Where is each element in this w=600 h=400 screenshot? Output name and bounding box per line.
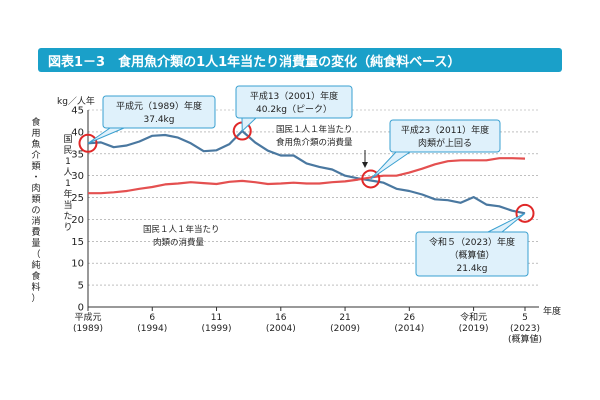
y-axis-title-char: 食 bbox=[31, 270, 40, 282]
callout-layer: 平成元（1989）年度 37.4kg 平成13（2001）年度 40.2kg（ピーク）… bbox=[87, 85, 529, 277]
y-axis-title-char: 年 bbox=[63, 188, 72, 200]
y-axis-title-char: 消 bbox=[31, 215, 40, 227]
callout: 平成13（2001）年度 40.2kg（ピーク） bbox=[235, 85, 353, 133]
x-tick-label: 6 bbox=[149, 313, 155, 323]
callout-box bbox=[389, 119, 501, 153]
y-axis-title-char: ） bbox=[31, 293, 40, 304]
x-tick-label: 5 bbox=[522, 313, 528, 323]
callout-box bbox=[415, 231, 529, 277]
x-tick-sublabel: (2019) bbox=[459, 324, 489, 334]
y-tick-label: 15 bbox=[71, 237, 84, 248]
y-tick-label: 40 bbox=[71, 127, 84, 138]
y-axis-title-char: 当 bbox=[63, 199, 72, 211]
y-axis-title-char: 人 bbox=[63, 167, 72, 178]
highlight-markers bbox=[78, 121, 535, 223]
x-tick-sublabel: (2009) bbox=[330, 324, 360, 334]
y-unit-label: kg／人年 bbox=[57, 95, 95, 107]
meat-series-label-line2: 肉類の消費量 bbox=[153, 237, 205, 248]
y-tick-label: 5 bbox=[78, 281, 84, 292]
y-axis-title-char: 介 bbox=[31, 150, 40, 161]
highlight-circle bbox=[515, 203, 535, 223]
y-axis-title-char: 類 bbox=[31, 161, 40, 172]
x-tick-sublabel: (1989) bbox=[73, 324, 103, 334]
y-axis-title-char: 類 bbox=[31, 194, 40, 205]
y-axis-title-char: 魚 bbox=[31, 138, 40, 150]
y-axis-title-char: た bbox=[63, 211, 72, 222]
series-layer bbox=[87, 129, 526, 215]
axis-layer: kg／人年 年度 051015202530354045平成元(1989)6(19… bbox=[57, 95, 561, 345]
y-axis-title-char: り bbox=[63, 222, 72, 233]
callout-line2: （概算値） bbox=[449, 249, 494, 261]
meat-series-label-line1: 国民１人１年当たり bbox=[143, 224, 220, 235]
x-tick-sublabel: (1994) bbox=[137, 324, 167, 334]
callout-pointer bbox=[487, 212, 526, 233]
y-axis-title-char: 民 bbox=[63, 145, 72, 156]
x-tick-label: 21 bbox=[339, 313, 350, 323]
series-label-layer: 国民１人１年当たり 食用魚介類の消費量 国民１人１年当たり 肉類の消費量 bbox=[143, 124, 353, 248]
callout-box bbox=[235, 85, 353, 119]
x-tick-label: 平成元 bbox=[74, 311, 101, 323]
callout-pointer bbox=[241, 117, 258, 133]
fish-series-label-line2: 食用魚介類の消費量 bbox=[276, 137, 353, 148]
callout-line1: 平成元（1989）年度 bbox=[116, 100, 202, 112]
x-tick-sublabel: (2014) bbox=[394, 324, 424, 334]
x-tick-sublabel: (2004) bbox=[266, 324, 296, 334]
title-bar: 図表1－3 食用魚介類の1人1年当たり消費量の変化（純食料ベース） bbox=[38, 48, 562, 72]
y-axis-title-char: 純 bbox=[31, 259, 40, 271]
x-tick-label: 11 bbox=[211, 313, 222, 323]
chart-title: 図表1－3 食用魚介類の1人1年当たり消費量の変化（純食料ベース） bbox=[48, 55, 461, 70]
y-axis-title-char: 料 bbox=[31, 281, 40, 293]
callout-line1: 令和５（2023）年度 bbox=[429, 236, 515, 248]
callout: 令和５（2023）年度（概算値） 21.4kg bbox=[415, 212, 529, 277]
highlight-circle bbox=[361, 169, 381, 189]
y-axis-title-char: 1 bbox=[65, 179, 71, 189]
callout-line2: 肉類が上回る bbox=[418, 137, 472, 149]
y-axis-title-char: の bbox=[31, 206, 40, 216]
y-tick-label: 20 bbox=[71, 215, 84, 226]
y-axis-title-char: 国 bbox=[63, 134, 72, 145]
y-axis-title-char: 費 bbox=[31, 226, 40, 238]
y-axis-title-char: 用 bbox=[31, 128, 40, 139]
fish-label-arrowhead bbox=[362, 162, 368, 168]
y-axis-title-char: ・ bbox=[31, 173, 40, 183]
y-axis-title-char: 肉 bbox=[31, 182, 40, 194]
callout-box bbox=[102, 95, 216, 129]
highlight-circle bbox=[78, 133, 98, 153]
x-tick-label: 令和元 bbox=[460, 311, 487, 323]
callout: 平成元（1989）年度 37.4kg bbox=[87, 95, 216, 144]
callout-line2: 37.4kg bbox=[144, 115, 175, 125]
callout-line1: 平成13（2001）年度 bbox=[250, 90, 338, 102]
x-tick-label: 26 bbox=[404, 313, 416, 323]
y-tick-label: 25 bbox=[71, 193, 84, 204]
y-axis-title-char: 食 bbox=[31, 116, 40, 128]
y-tick-label: 45 bbox=[71, 106, 84, 117]
y-tick-label: 10 bbox=[71, 259, 84, 270]
y-tick-label: 30 bbox=[71, 171, 84, 182]
fish-series-label-line1: 国民１人１年当たり bbox=[276, 124, 353, 135]
y-axis-title-char: 量 bbox=[31, 238, 40, 249]
y-tick-label: 0 bbox=[78, 303, 84, 314]
callout-line1: 平成23（2011）年度 bbox=[401, 124, 489, 136]
x-tick-label: 16 bbox=[275, 313, 287, 323]
x-tick-sublabel: (2023) bbox=[510, 324, 540, 334]
callout-line2: 40.2kg（ピーク） bbox=[256, 104, 332, 115]
y-tick-label: 35 bbox=[71, 149, 84, 160]
x-axis-title: 年度 bbox=[543, 305, 561, 317]
y-axis-title-char: 1 bbox=[65, 157, 71, 167]
x-tick-sublabel: (1999) bbox=[202, 324, 232, 334]
y-axis-title-char: （ bbox=[31, 249, 40, 260]
x-tick-sublabel-2: (概算値) bbox=[508, 333, 542, 345]
callout-line3: 21.4kg bbox=[457, 264, 488, 274]
